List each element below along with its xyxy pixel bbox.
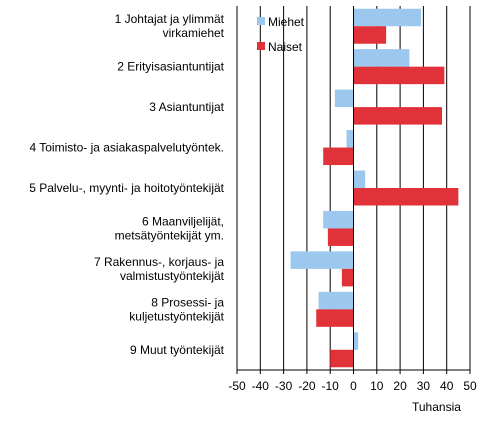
category-label-7: 7 Rakennus-, korjaus- ja valmistustyöntek… [94,255,225,283]
tick-labels: -50 -40 -30 -20 -10 0 10 20 30 40 50 [228,379,477,393]
category-label-line: 6 Maanviljelijät, [142,214,224,228]
x-tick-label: -20 [298,379,316,393]
x-tick-label: 50 [463,379,477,393]
category-label-line: 5 Palvelu-, myynti- ja hoitotyöntekijät [29,181,224,195]
legend: Miehet Naiset [257,15,305,54]
bar-miehet-3 [334,89,354,108]
bars [290,8,459,368]
category-label-1: 1 Johtajat ja ylimmät virkamiehet [115,12,225,40]
category-label-line: kuljetustyöntekijät [129,309,224,323]
x-tick-label: 30 [417,379,431,393]
bar-naiset-6 [327,228,354,246]
category-label-8: 8 Prosessi- ja kuljetustyöntekijät [129,295,224,323]
bar-miehet-4 [346,130,354,148]
x-tick-label: -10 [322,379,340,393]
category-label-line: 2 Erityisasiantuntijat [117,60,224,74]
category-label-2: 2 Erityisasiantuntijat [117,60,224,74]
x-tick-label: 10 [370,379,384,393]
category-label-line: 9 Muut työntekijät [130,343,225,357]
bar-miehet-6 [323,210,354,229]
category-label-5: 5 Palvelu-, myynti- ja hoitotyöntekijät [29,181,224,195]
x-tick-label: -40 [252,379,270,393]
x-tick-label: 20 [393,379,407,393]
legend-swatch-naiset [257,42,265,50]
legend-swatch-miehet [257,17,265,25]
unit-label: Tuhansia [412,400,461,414]
category-label-line: metsätyöntekijät ym. [115,228,224,242]
bar-naiset-2 [353,66,445,85]
bar-miehet-7 [290,251,354,269]
category-label-line: 7 Rakennus-, korjaus- ja [94,255,224,269]
category-label-line: 8 Prosessi- ja [151,295,224,309]
bar-miehet-1 [353,8,422,27]
category-label-line: 1 Johtajat ja ylimmät [115,12,225,26]
x-tick-label: 0 [350,379,357,393]
bar-naiset-9 [330,349,354,368]
axes [236,6,471,374]
category-label-6: 6 Maanviljelijät, metsätyöntekijät ym. [115,214,224,242]
category-label-line: 3 Asiantuntijat [149,100,224,114]
bar-miehet-2 [353,49,410,67]
x-tick-label: -50 [228,379,246,393]
bar-miehet-8 [318,291,354,310]
bar-naiset-3 [353,107,443,125]
bar-naiset-5 [353,188,459,206]
legend-label-naiset: Naiset [268,40,303,54]
bar-naiset-8 [316,309,354,327]
bar-naiset-4 [323,147,354,166]
category-labels: 1 Johtajat ja ylimmät virkamiehet 2 Erityi… [29,12,224,357]
category-label-9: 9 Muut työntekijät [130,343,225,357]
x-tick-label: -30 [275,379,293,393]
category-label-4: 4 Toimisto- ja asiakaspalvelutyöntek. [29,141,224,155]
category-label-line: valmistustyöntekijät [120,269,225,283]
bar-naiset-7 [341,268,354,287]
category-label-line: 4 Toimisto- ja asiakaspalvelutyöntek. [29,141,224,155]
legend-label-miehet: Miehet [268,15,305,29]
category-label-line: virkamiehet [163,26,225,40]
bar-miehet-5 [353,170,366,188]
category-label-3: 3 Asiantuntijat [149,100,224,114]
x-tick-label: 40 [440,379,454,393]
bar-miehet-9 [353,332,359,350]
bar-naiset-1 [353,26,387,44]
